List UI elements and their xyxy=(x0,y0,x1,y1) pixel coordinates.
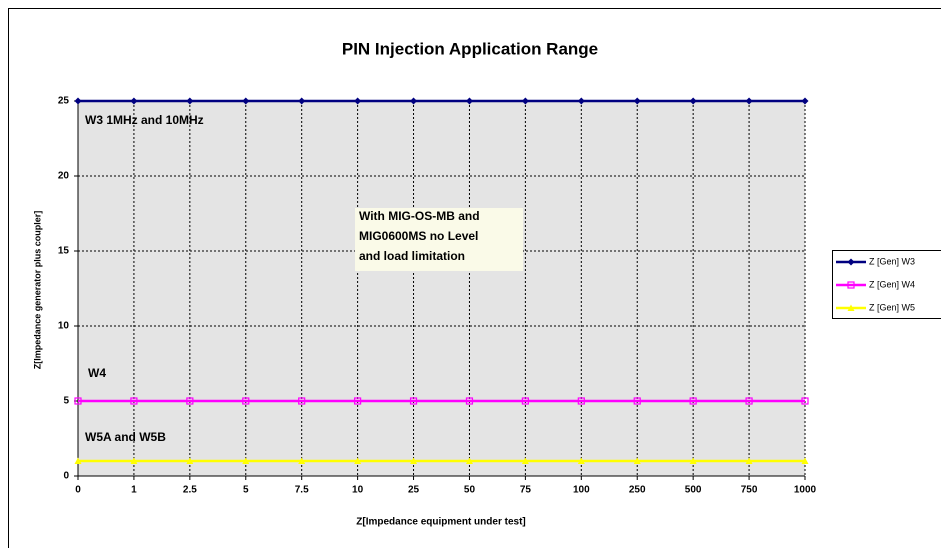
legend-label: Z [Gen] W4 xyxy=(869,279,915,289)
annotation: MIG0600MS no Level xyxy=(359,229,478,243)
y-tick-label: 0 xyxy=(63,471,69,482)
annotation: With MIG-OS-MB and xyxy=(359,209,480,223)
y-tick-label: 15 xyxy=(58,246,70,257)
x-tick-label: 2.5 xyxy=(183,485,197,496)
x-tick-label: 1000 xyxy=(794,485,817,496)
y-tick-label: 5 xyxy=(63,396,69,407)
x-tick-label: 250 xyxy=(629,485,646,496)
x-tick-label: 25 xyxy=(408,485,420,496)
annotation: and load limitation xyxy=(359,249,465,263)
chart-title: PIN Injection Application Range xyxy=(342,39,598,58)
y-tick-label: 10 xyxy=(58,321,70,332)
y-tick-label: 20 xyxy=(58,171,70,182)
x-tick-label: 500 xyxy=(685,485,702,496)
x-tick-label: 10 xyxy=(352,485,364,496)
x-tick-label: 750 xyxy=(741,485,758,496)
annotation: W5A and W5B xyxy=(85,430,166,444)
annotation: W3 1MHz and 10MHz xyxy=(85,113,204,127)
x-axis-label: Z[Impedance equipment under test] xyxy=(356,517,525,528)
x-tick-label: 1 xyxy=(131,485,137,496)
x-tick-label: 75 xyxy=(520,485,532,496)
legend-label: Z [Gen] W5 xyxy=(869,302,915,312)
plot-area xyxy=(78,101,805,476)
x-tick-label: 7.5 xyxy=(295,485,309,496)
y-tick-label: 25 xyxy=(58,96,70,107)
x-tick-label: 100 xyxy=(573,485,590,496)
x-tick-label: 5 xyxy=(243,485,249,496)
annotation: W4 xyxy=(88,366,106,380)
y-axis-label: Z[Impedance generator plus coupler] xyxy=(32,211,42,370)
legend-label: Z [Gen] W3 xyxy=(869,256,915,266)
x-tick-label: 0 xyxy=(75,485,81,496)
x-tick-label: 50 xyxy=(464,485,476,496)
